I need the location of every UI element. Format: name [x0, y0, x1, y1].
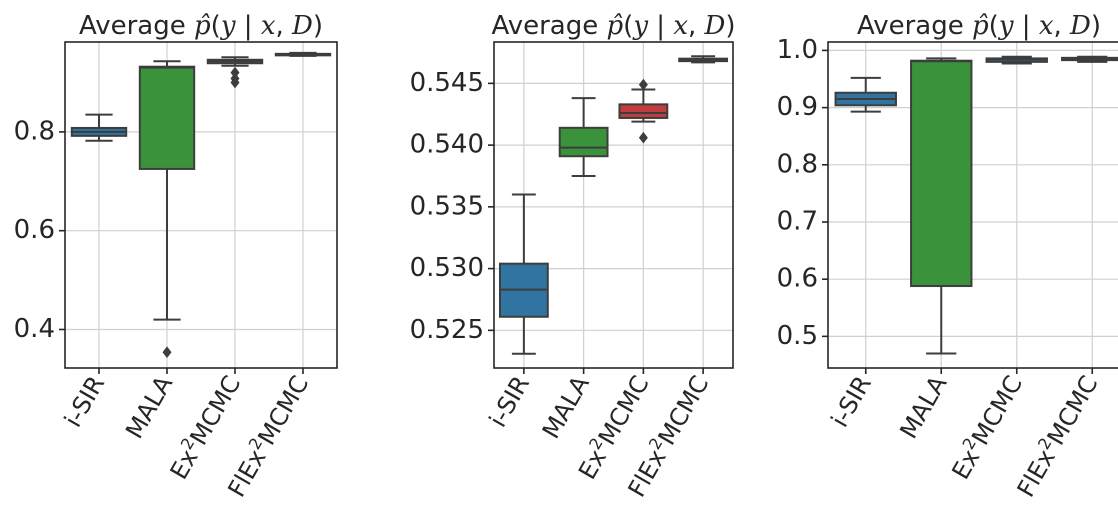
x-tick-label: MALA	[537, 370, 595, 443]
y-tick-label: 0.8	[14, 116, 55, 146]
box-i-sir	[834, 76, 897, 113]
y-tick-label: 0.5	[777, 321, 818, 351]
box-body	[558, 126, 609, 158]
y-tick-label: 0.6	[777, 264, 818, 294]
outlier-point	[162, 346, 172, 359]
outlier-point	[638, 78, 648, 91]
y-tick-label: 0.535	[410, 191, 484, 221]
y-tick-label: 0.530	[410, 253, 484, 283]
panel-title: Average p̂(y | x, D)	[79, 11, 323, 41]
y-tick-label: 0.7	[777, 206, 818, 236]
box-ex-mcmc	[985, 55, 1048, 65]
x-tick-label: MALA	[120, 370, 178, 443]
box-mala	[558, 97, 609, 177]
axes-frame	[64, 41, 338, 369]
box-flex-mcmc	[678, 55, 729, 64]
y-tick-label: 0.8	[777, 149, 818, 179]
y-tick-label: 0.4	[14, 314, 55, 344]
x-tick-label: i-SIR	[59, 371, 110, 432]
box-flex-mcmc	[1061, 55, 1118, 63]
y-tick-label: 0.6	[14, 215, 55, 245]
y-tick-label: 0.540	[410, 130, 484, 160]
chart-panel-3: 0.50.60.70.80.91.0i-SIR MALAEx2MCMCFlEx2M…	[777, 11, 1118, 502]
box-flex-mcmc	[274, 51, 332, 57]
box-i-sir	[70, 113, 128, 142]
box-mala	[138, 60, 196, 359]
y-tick-label: 0.545	[410, 68, 484, 98]
box-body	[618, 103, 669, 119]
box-ex-mcmc	[618, 78, 669, 144]
x-tick-label: Ex2MCMC	[944, 370, 1028, 485]
outlier-point	[638, 131, 648, 144]
y-tick-label: 0.9	[777, 92, 818, 122]
box-ex-mcmc	[206, 56, 264, 89]
box-mala	[910, 57, 973, 355]
x-tick-label: i-SIR	[484, 371, 535, 432]
y-tick-label: 1.0	[777, 35, 818, 65]
outlier-point	[230, 66, 240, 79]
box-body	[910, 59, 973, 288]
box-i-sir	[498, 193, 549, 355]
y-tick-label: 0.525	[410, 315, 484, 345]
x-tick-label: MALA	[894, 370, 952, 443]
outlier-point	[230, 76, 240, 89]
panel-title: Average p̂(y | x, D)	[491, 11, 735, 41]
chart-panel-1: 0.40.60.8i-SIR MALAEx2MCMCFlEx2MCMCAverag…	[14, 11, 338, 502]
axes-frame	[827, 41, 1118, 369]
panel-title: Average p̂(y | x, D)	[857, 11, 1101, 41]
axes-frame	[493, 41, 734, 369]
x-tick-label: i-SIR	[826, 371, 877, 432]
box-body	[138, 65, 196, 170]
